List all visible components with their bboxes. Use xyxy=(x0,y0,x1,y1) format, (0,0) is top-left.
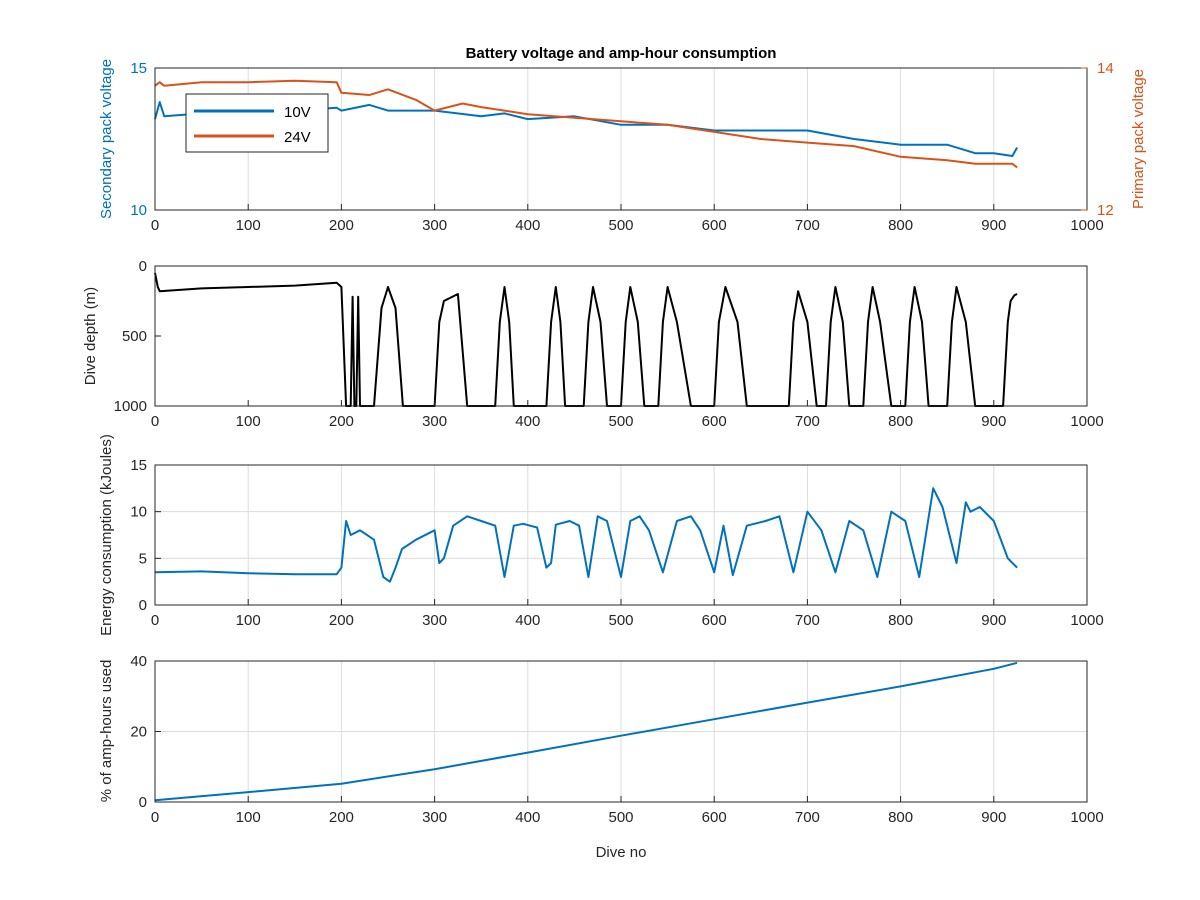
y-tick-label: 5 xyxy=(139,550,147,567)
x-tick-label: 0 xyxy=(151,413,159,430)
x-tick-label: 500 xyxy=(608,809,633,826)
y-tick-label: 10 xyxy=(130,202,147,219)
y-tick-label: 20 xyxy=(130,724,147,741)
y-right-tick-label: 14 xyxy=(1097,60,1114,77)
y-tick-label: 0 xyxy=(139,597,147,614)
x-tick-label: 400 xyxy=(515,809,540,826)
amphours-axis-label: % of amp-hours used xyxy=(98,660,115,803)
x-tick-label: 1000 xyxy=(1070,809,1103,826)
x-tick-label: 300 xyxy=(422,217,447,234)
panel-energy-series xyxy=(154,487,1018,583)
x-tick-label: 400 xyxy=(515,612,540,629)
x-tick-label: 100 xyxy=(236,612,261,629)
x-tick-label: 100 xyxy=(236,413,261,430)
legend: 10V 24V xyxy=(185,93,329,153)
panel-amphours: 0 100 200 300 400 500 600 700 800 900 1000 0 20 40 % … xyxy=(98,653,1104,861)
x-tick-label: 200 xyxy=(329,809,354,826)
chart-title: Battery voltage and amp-hour consumption xyxy=(466,45,777,62)
legend-box xyxy=(185,93,329,153)
x-tick-label: 600 xyxy=(702,809,727,826)
x-tick-label: 700 xyxy=(795,809,820,826)
x-tick-label: 700 xyxy=(795,217,820,234)
x-tick-label: 100 xyxy=(236,809,261,826)
x-tick-label: 500 xyxy=(608,217,633,234)
y-tick-label: 15 xyxy=(130,60,147,77)
panel-energy-grid xyxy=(155,465,1087,605)
x-tick-label: 900 xyxy=(981,413,1006,430)
x-tick-label: 1000 xyxy=(1070,612,1103,629)
x-tick-label: 600 xyxy=(702,612,727,629)
series-line-2-0 xyxy=(154,487,1018,583)
x-tick-label: 300 xyxy=(422,413,447,430)
x-tick-label: 800 xyxy=(888,612,913,629)
panel-energy-ticks: 0 100 200 300 400 500 600 700 800 900 1000 0 5 10 15 xyxy=(130,457,1103,629)
x-tick-label: 300 xyxy=(422,809,447,826)
y-tick-label: 0 xyxy=(139,794,147,811)
x-tick-label: 800 xyxy=(888,809,913,826)
x-tick-label: 900 xyxy=(981,217,1006,234)
x-tick-label: 700 xyxy=(795,612,820,629)
x-tick-label: 400 xyxy=(515,413,540,430)
panel-amphours-grid xyxy=(155,661,1087,802)
panel-voltage-grid xyxy=(247,68,995,210)
y-tick-label: 40 xyxy=(130,653,147,670)
x-tick-label: 0 xyxy=(151,612,159,629)
x-tick-label: 700 xyxy=(795,413,820,430)
y-tick-label: 1000 xyxy=(114,398,147,415)
primary-voltage-label: Primary pack voltage xyxy=(1130,69,1147,209)
panel-voltage-ticks: 0 100 200 300 400 500 600 700 800 900 1000 10 15 12 14 xyxy=(130,60,1113,234)
series-line-3-0 xyxy=(154,661,1018,802)
series-line-24v xyxy=(154,79,1018,169)
depth-axis-label: Dive depth (m) xyxy=(82,287,99,385)
y-tick-label: 10 xyxy=(130,504,147,521)
x-tick-label: 200 xyxy=(329,413,354,430)
y-tick-label: 0 xyxy=(139,258,147,275)
panel-depth-series xyxy=(154,272,1018,407)
secondary-voltage-label: Secondary pack voltage xyxy=(98,59,115,219)
x-tick-label: 100 xyxy=(236,217,261,234)
x-tick-label: 600 xyxy=(702,217,727,234)
y-tick-label: 500 xyxy=(122,328,147,345)
legend-label-10v: 10V xyxy=(284,104,311,121)
panel-energy: 0 100 200 300 400 500 600 700 800 900 1000 0 5 10 15 E… xyxy=(98,434,1104,636)
panel-depth-frame xyxy=(154,265,1088,407)
x-tick-label: 900 xyxy=(981,809,1006,826)
x-tick-label: 500 xyxy=(608,612,633,629)
y-right-tick-label: 12 xyxy=(1097,202,1114,219)
x-tick-label: 1000 xyxy=(1070,217,1103,234)
x-tick-label: 800 xyxy=(888,217,913,234)
series-line-1-0 xyxy=(154,272,1018,407)
x-tick-label: 0 xyxy=(151,217,159,234)
x-tick-label: 200 xyxy=(329,612,354,629)
panel-depth: 0 100 200 300 400 500 600 700 800 900 100005001000… xyxy=(82,258,1104,430)
x-axis-label: Dive no xyxy=(596,844,647,861)
legend-label-24v: 24V xyxy=(284,129,311,146)
x-tick-label: 600 xyxy=(702,413,727,430)
energy-axis-label: Energy consumption (kJoules) xyxy=(98,434,115,636)
x-tick-label: 1000 xyxy=(1070,413,1103,430)
x-tick-label: 400 xyxy=(515,217,540,234)
x-tick-label: 0 xyxy=(151,809,159,826)
panel-amphours-ticks: 0 100 200 300 400 500 600 700 800 900 1000 0 20 40 xyxy=(130,653,1103,826)
x-tick-label: 900 xyxy=(981,612,1006,629)
x-tick-label: 200 xyxy=(329,217,354,234)
panel-amphours-series xyxy=(154,661,1018,802)
panel-voltage: 0 100 200 300 400 500 600 700 800 900 1000 10 15 12 14… xyxy=(98,59,1147,234)
x-tick-label: 500 xyxy=(608,413,633,430)
y-tick-label: 15 xyxy=(130,457,147,474)
x-tick-label: 800 xyxy=(888,413,913,430)
x-tick-label: 300 xyxy=(422,612,447,629)
